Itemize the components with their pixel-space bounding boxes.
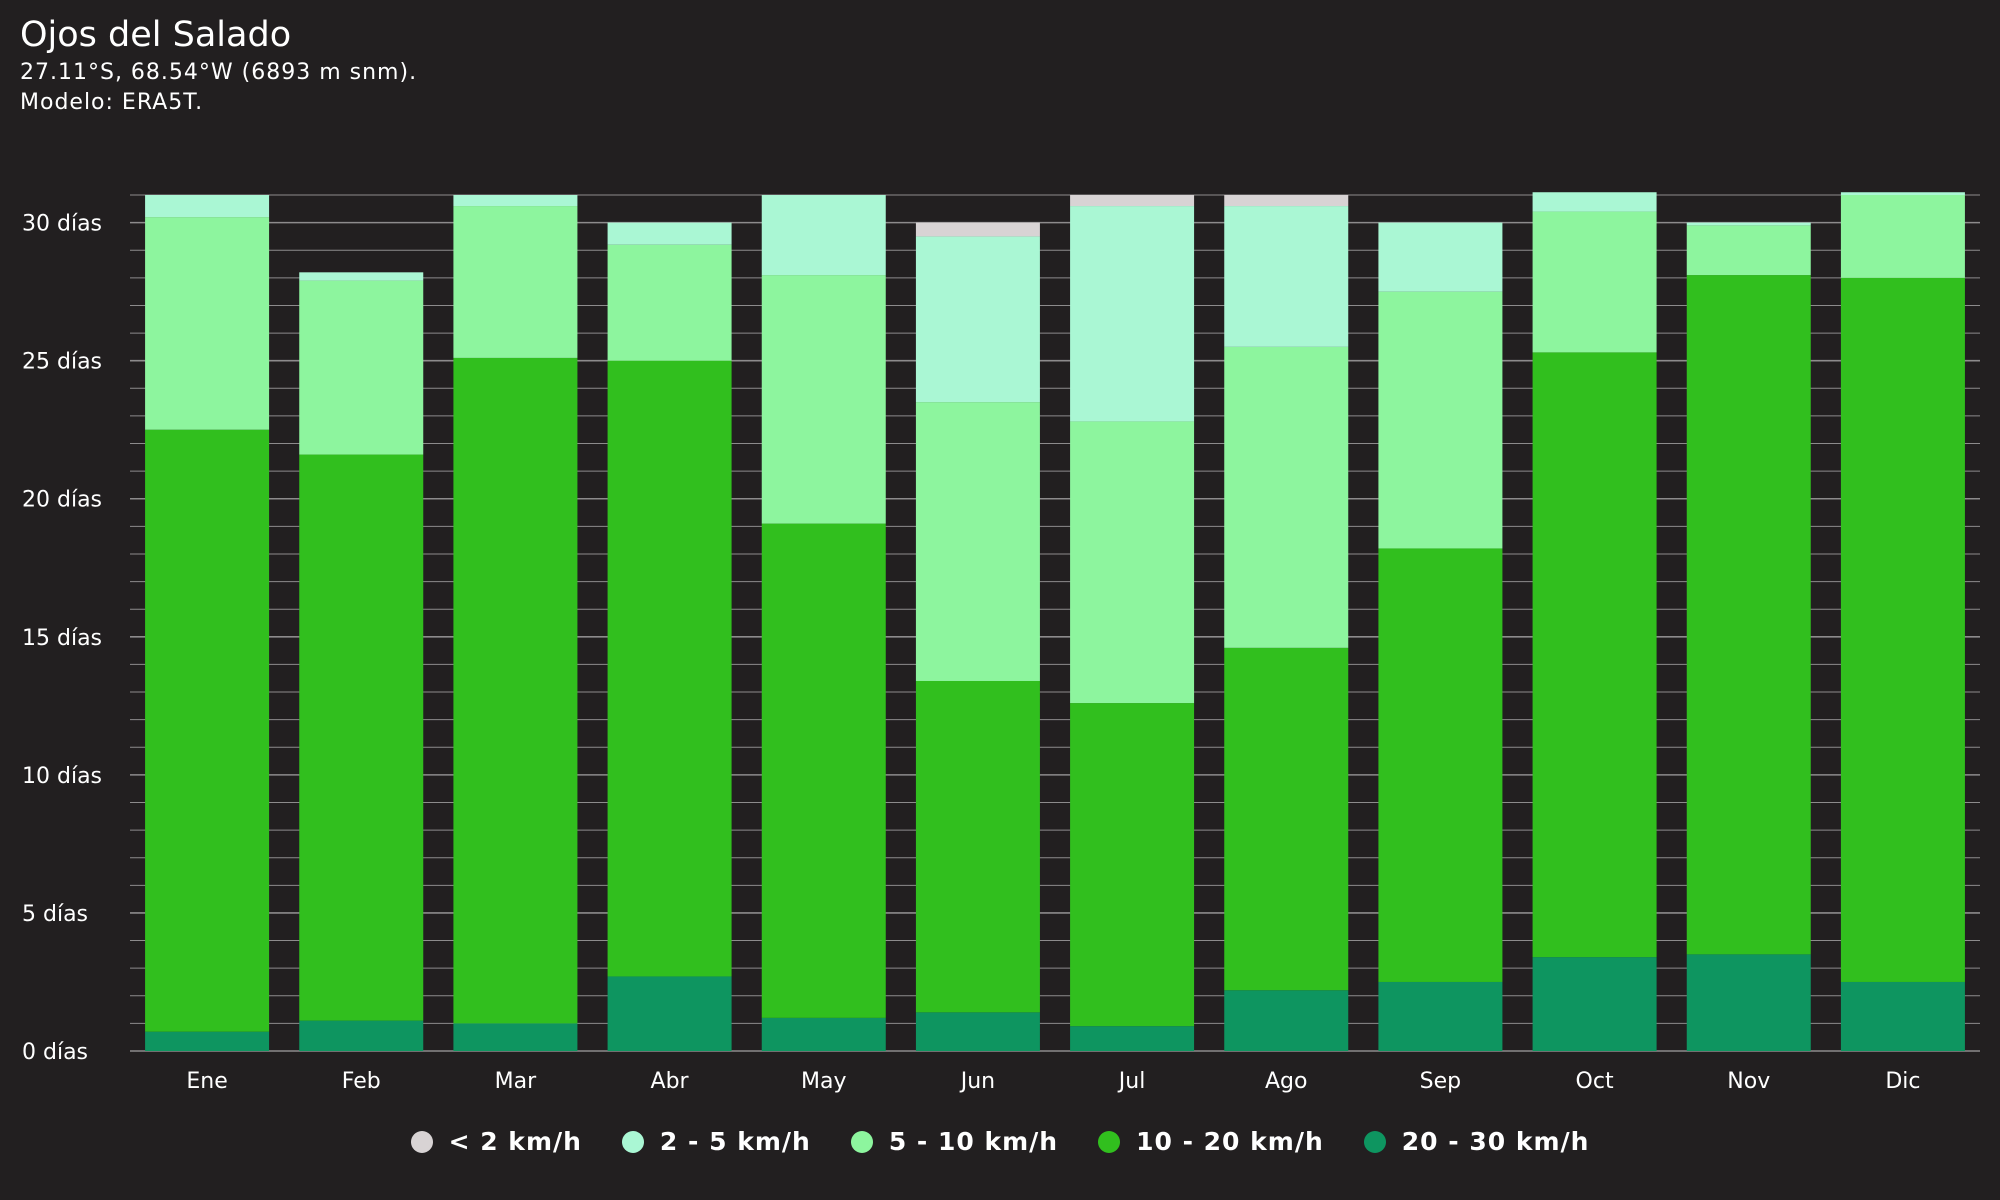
bar-segment — [453, 206, 578, 358]
bar-segment — [299, 454, 424, 1021]
bar-segment — [1686, 225, 1811, 276]
bar-segment — [761, 195, 886, 276]
bar-segment — [1840, 192, 1965, 195]
bar-segment — [607, 222, 732, 245]
legend-label: 10 - 20 km/h — [1136, 1127, 1324, 1156]
bar-segment — [1532, 957, 1657, 1051]
bar-segment — [1070, 195, 1195, 207]
legend-dot-icon — [410, 1130, 433, 1153]
bar-segment — [607, 976, 732, 1051]
bar-segment — [607, 360, 732, 977]
legend-item-2to5[interactable]: 2 - 5 km/h — [621, 1127, 811, 1156]
bar-segment — [299, 1020, 424, 1051]
x-tick-label: Mar — [495, 1069, 537, 1094]
legend-item-10to20[interactable]: 10 - 20 km/h — [1098, 1127, 1324, 1156]
y-tick-label: 30 días — [22, 212, 102, 237]
bar-segment — [1070, 1026, 1195, 1051]
bar-segment — [915, 222, 1040, 237]
legend-label: 20 - 30 km/h — [1401, 1127, 1590, 1156]
bar-segment — [1840, 981, 1965, 1051]
x-tick-label: Ago — [1265, 1069, 1307, 1094]
x-tick-label: Nov — [1727, 1069, 1770, 1094]
model-label: Modelo: ERA5T. — [20, 90, 204, 115]
legend: < 2 km/h 2 - 5 km/h 5 - 10 km/h 10 - 20 … — [0, 1127, 2000, 1156]
location-coordinates: 27.11°S, 68.54°W (6893 m snm). — [20, 60, 418, 85]
x-tick-label: Ene — [186, 1069, 227, 1094]
legend-dot-icon — [1098, 1130, 1121, 1153]
bar-segment — [607, 244, 732, 361]
bar-segment — [1378, 291, 1503, 549]
y-tick-label: 20 días — [22, 488, 102, 513]
bar-segment — [1224, 990, 1349, 1051]
legend-item-5to10[interactable]: 5 - 10 km/h — [850, 1127, 1059, 1156]
bar-segment — [1070, 703, 1195, 1027]
bar-segment — [915, 680, 1040, 1013]
x-tick-label: Sep — [1420, 1069, 1461, 1094]
bar-segment — [1532, 192, 1657, 212]
bar-segment — [145, 195, 270, 218]
legend-dot-icon — [1363, 1130, 1386, 1153]
x-tick-label: May — [801, 1069, 846, 1094]
legend-dot-icon — [621, 1130, 644, 1153]
chart-header: Ojos del Salado 27.11°S, 68.54°W (6893 m… — [20, 12, 417, 118]
bar-segment — [1224, 647, 1349, 991]
legend-label: 5 - 10 km/h — [888, 1127, 1059, 1156]
bar-segment — [145, 217, 270, 430]
legend-item-lt2[interactable]: < 2 km/h — [410, 1127, 582, 1156]
y-tick-label: 0 días — [22, 1040, 88, 1065]
bar-segment — [1224, 206, 1349, 347]
bar-segment — [1686, 222, 1811, 226]
stacked-bar-chart: 0 días 5 días 10 días 15 días 20 días 25 días… — [22, 192, 1980, 1094]
x-tick-label: Abr — [651, 1069, 690, 1094]
bar-segment — [915, 1012, 1040, 1051]
x-tick-label: Oct — [1576, 1069, 1614, 1094]
bar-segment — [1686, 275, 1811, 955]
bar-segment — [1224, 195, 1349, 207]
bar-segment — [1840, 195, 1965, 278]
bar-segment — [453, 195, 578, 207]
bar-segment — [915, 236, 1040, 403]
bar-segment — [1378, 548, 1503, 982]
bar-segment — [915, 402, 1040, 681]
chart-title: Ojos del Salado — [20, 15, 292, 55]
bar-segment — [1686, 954, 1811, 1051]
bar-segment — [453, 1023, 578, 1051]
y-tick-label: 15 días — [22, 626, 102, 651]
bar-segment — [1840, 277, 1965, 982]
x-tick-label: Jun — [959, 1069, 995, 1094]
legend-label: 2 - 5 km/h — [659, 1127, 811, 1156]
x-tick-label: Dic — [1885, 1069, 1920, 1094]
x-tick-label: Feb — [342, 1069, 381, 1094]
y-tick-label: 5 días — [22, 902, 88, 927]
legend-item-20to30[interactable]: 20 - 30 km/h — [1363, 1127, 1590, 1156]
bar-segment — [761, 1017, 886, 1051]
x-tick-label: Jul — [1117, 1069, 1146, 1094]
bar-segment — [761, 523, 886, 1018]
bar-segment — [145, 1031, 270, 1051]
bar-segment — [1378, 981, 1503, 1051]
legend-dot-icon — [850, 1130, 873, 1153]
bar-segment — [299, 280, 424, 455]
bar-segment — [1532, 211, 1657, 353]
bar-segment — [1070, 206, 1195, 422]
bar-segment — [299, 272, 424, 281]
bar-segment — [761, 275, 886, 524]
y-tick-label: 10 días — [22, 764, 102, 789]
bar-segment — [1378, 222, 1503, 292]
bar-segment — [1224, 346, 1349, 648]
bar-segment — [453, 357, 578, 1024]
legend-label: < 2 km/h — [448, 1127, 582, 1156]
bar-segment — [1532, 352, 1657, 958]
bar-segment — [1070, 421, 1195, 704]
y-tick-label: 25 días — [22, 350, 102, 375]
bar-segment — [145, 429, 270, 1032]
